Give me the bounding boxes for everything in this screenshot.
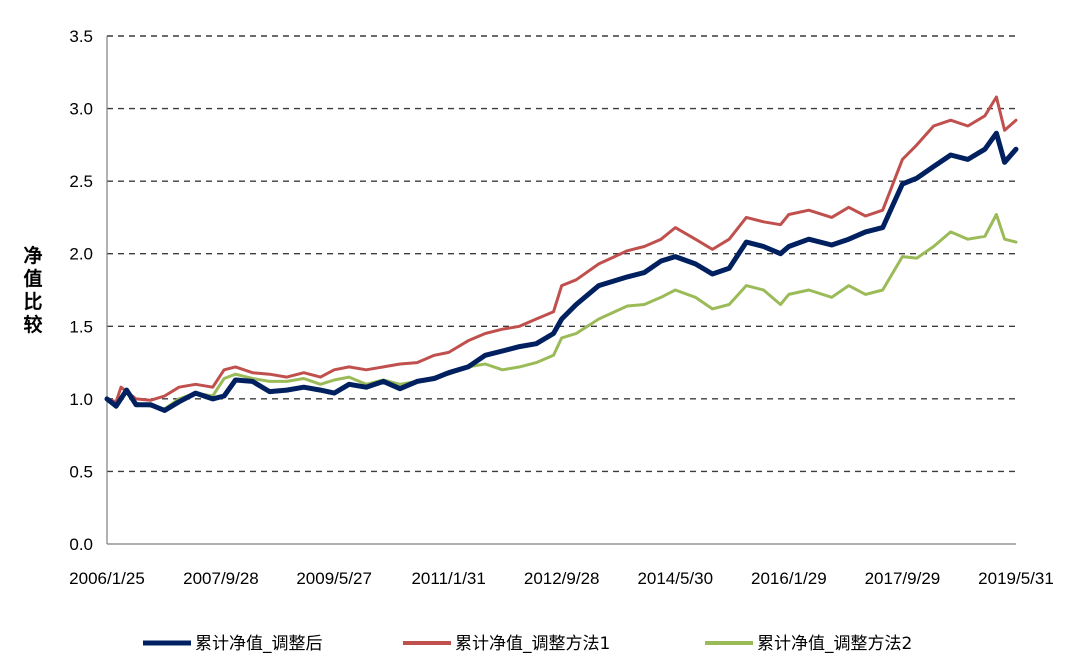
y-tick-label: 2.5 (69, 172, 93, 191)
y-tick-label: 0.0 (69, 535, 93, 554)
series-line-3 (105, 213, 1018, 411)
y-axis-tick-labels: 0.0 0.5 1.0 1.5 2.0 2.5 3.0 3.5 (69, 27, 93, 554)
legend: 累计净值_调整后 累计净值_调整方法1 累计净值_调整方法2 (143, 634, 912, 654)
y-axis-title-char: 较 (23, 313, 42, 336)
x-axis-tick-labels: 2006/1/25 2007/9/28 2009/5/27 2011/1/31 2012… (69, 569, 1054, 588)
x-tick-label: 2007/9/28 (183, 569, 259, 588)
x-tick-label: 2019/5/31 (978, 569, 1054, 588)
legend-label: 累计净值_调整方法1 (455, 634, 610, 654)
y-tick-label: 1.5 (69, 317, 93, 336)
series-line-1 (104, 130, 1019, 413)
x-tick-label: 2011/1/31 (411, 569, 485, 588)
y-axis-title-char: 比 (23, 291, 42, 313)
y-tick-label: 3.5 (69, 27, 93, 46)
x-tick-label: 2009/5/27 (296, 569, 372, 588)
y-tick-label: 2.0 (69, 245, 93, 264)
legend-label: 累计净值_调整后 (195, 634, 323, 654)
x-tick-label: 2014/5/30 (637, 569, 713, 588)
legend-label: 累计净值_调整方法2 (757, 634, 912, 654)
y-tick-label: 3.0 (69, 100, 93, 119)
y-tick-label: 0.5 (69, 462, 93, 481)
x-tick-label: 2006/1/25 (69, 569, 145, 588)
grid-lines (107, 35, 1016, 473)
x-tick-label: 2016/1/29 (751, 569, 827, 588)
x-tick-label: 2017/9/29 (865, 569, 941, 588)
y-tick-label: 1.0 (69, 390, 93, 409)
series-line-2 (105, 95, 1018, 404)
series-lines (104, 95, 1019, 413)
y-axis-title-char: 净 (23, 244, 42, 267)
y-axis-title-char: 值 (23, 267, 42, 290)
axes (106, 36, 1016, 545)
x-tick-label: 2012/9/28 (524, 569, 600, 588)
